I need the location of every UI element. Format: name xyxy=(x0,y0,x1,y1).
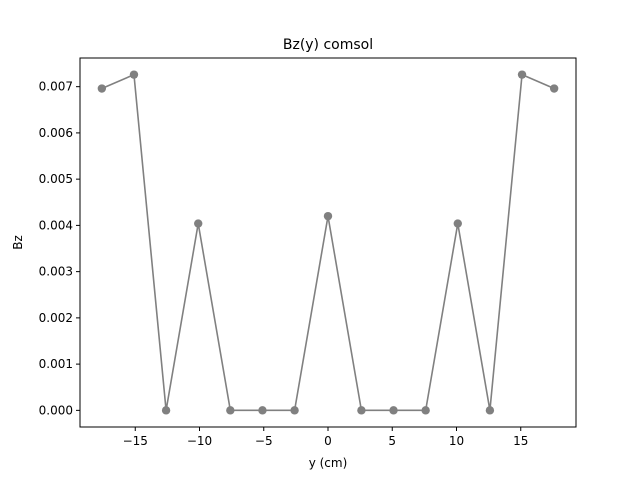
y-tick-label: 0.007 xyxy=(39,80,73,94)
data-point xyxy=(453,219,462,228)
y-axis: 0.000 0.001 0.002 0.003 0.004 0.005 0.006 0.007 xyxy=(39,80,80,417)
x-axis-label: y (cm) xyxy=(309,456,348,470)
data-point xyxy=(161,406,171,415)
x-tick-label: −10 xyxy=(187,434,212,448)
x-tick-label: 15 xyxy=(513,434,528,448)
x-tick-label: −5 xyxy=(255,434,273,448)
data-point xyxy=(290,406,299,415)
x-tick-label: 0 xyxy=(324,434,332,448)
x-tick-label: 10 xyxy=(449,434,464,448)
y-tick-label: 0.001 xyxy=(39,357,73,371)
y-tick-label: 0.000 xyxy=(39,403,73,417)
axes-frame xyxy=(79,57,577,428)
y-tick-label: 0.004 xyxy=(39,218,73,232)
chart-title: Bz(y) comsol xyxy=(283,37,373,53)
data-point xyxy=(226,406,235,415)
x-axis: −15 −10 −5 0 5 10 15 xyxy=(123,427,528,448)
data-point xyxy=(97,84,107,93)
data-point xyxy=(323,211,333,221)
data-point xyxy=(258,406,267,415)
data-point xyxy=(485,406,495,415)
y-tick-label: 0.003 xyxy=(39,265,73,279)
y-tick-label: 0.002 xyxy=(39,311,73,325)
y-tick-label: 0.005 xyxy=(39,172,73,186)
data-point xyxy=(549,84,559,93)
x-tick-label: −15 xyxy=(123,434,148,448)
data-point xyxy=(517,70,527,79)
series-layer xyxy=(97,70,559,415)
data-point xyxy=(129,70,139,79)
data-point xyxy=(421,406,430,415)
y-tick-label: 0.006 xyxy=(39,126,73,140)
data-point xyxy=(194,219,203,228)
data-point xyxy=(357,406,366,415)
x-tick-label: 5 xyxy=(388,434,396,448)
series-line xyxy=(101,73,555,412)
y-axis-label: Bz xyxy=(11,235,25,250)
data-point xyxy=(389,406,398,415)
